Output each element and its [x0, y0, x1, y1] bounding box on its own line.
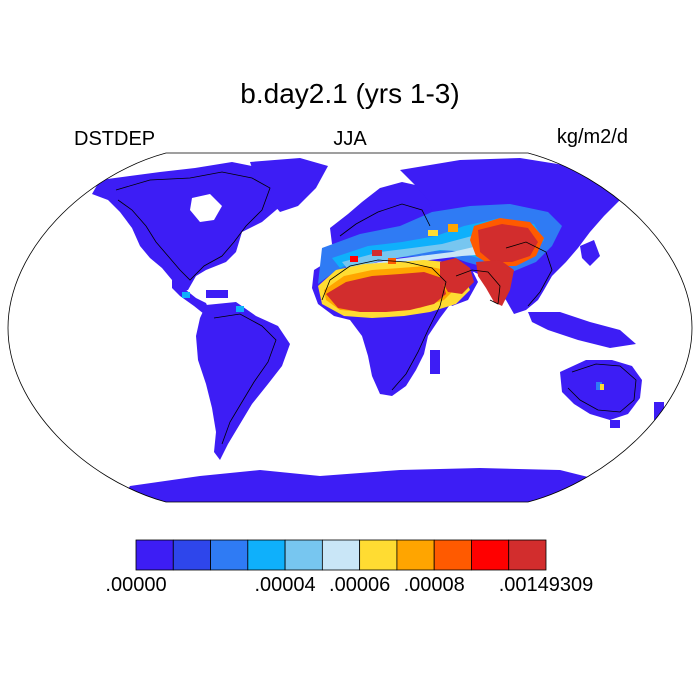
dust-accent: [182, 292, 190, 298]
dust-accent: [600, 384, 604, 390]
colorbar-swatch: [321, 539, 361, 571]
greenland-land: [250, 158, 328, 212]
plot-title: b.day2.1 (yrs 1-3): [240, 78, 460, 109]
colorbar-swatch: [210, 539, 249, 571]
colorbar-swatch: [135, 539, 174, 571]
dust-accent: [428, 230, 438, 236]
new-zealand-land: [654, 402, 664, 420]
units-label: kg/m2/d: [556, 126, 628, 148]
japan-land: [580, 240, 600, 266]
dust-accent: [350, 256, 358, 262]
colorbar-swatch: [396, 539, 435, 571]
coastlines: [115, 171, 637, 445]
colorbar-swatch: [508, 539, 547, 571]
hudson-bay: [190, 194, 222, 222]
dust-field-layer: [182, 204, 604, 390]
taklamakan-dust-core: [478, 224, 538, 262]
globe-outline: [7, 152, 693, 503]
antarctica-land: [120, 468, 660, 502]
land-layer: [92, 158, 664, 502]
dust-accent: [596, 382, 602, 390]
central-america-land: [172, 280, 210, 314]
tasmania-land: [610, 420, 620, 428]
colorbar-tick-label: .00004: [254, 574, 316, 596]
colorbar-swatch: [471, 539, 510, 571]
sahara-dust-core: [326, 272, 446, 312]
colorbar-tick-label: .00006: [329, 574, 391, 596]
colorbar-swatch: [433, 539, 472, 571]
colorbar-swatch: [172, 539, 211, 571]
dust-accent: [448, 224, 458, 232]
colorbar-swatch: [247, 539, 286, 571]
south-america-land: [196, 302, 290, 460]
season-label: JJA: [333, 128, 367, 150]
colorbar-swatch: [284, 539, 323, 571]
madagascar-land: [430, 350, 440, 374]
colorbar-swatch: [359, 539, 398, 571]
dust-accent: [236, 306, 244, 312]
north-america-land: [92, 162, 300, 292]
dust-accent: [372, 250, 382, 256]
colorbar-tick-label: .00149309: [498, 574, 594, 596]
se-asia-islands: [528, 312, 636, 348]
colorbar-tick-label: .00000: [105, 574, 167, 596]
caribbean-island: [206, 290, 228, 298]
variable-label: DSTDEP: [74, 128, 156, 150]
colorbar: [135, 539, 547, 571]
colorbar-tick-label: .00008: [403, 574, 465, 596]
